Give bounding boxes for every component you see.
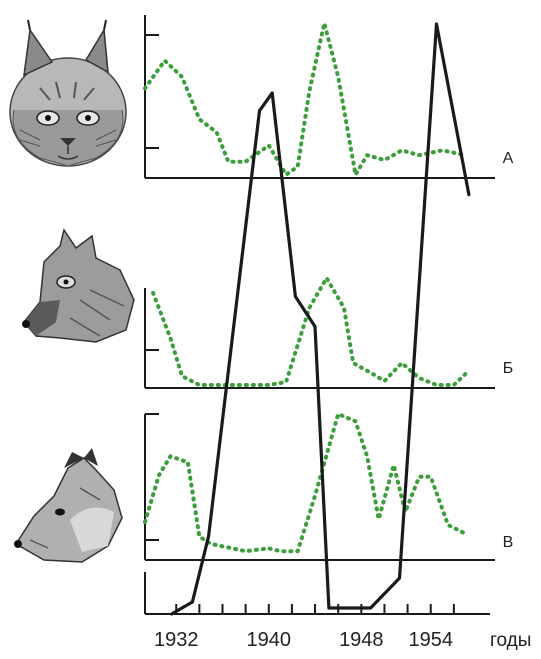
x-tick-label: 1932 <box>154 629 199 651</box>
x-axis-unit-label: годы <box>490 630 531 651</box>
wolf-icon <box>22 228 135 343</box>
marten-icon <box>14 448 123 563</box>
lynx-icon <box>9 19 127 167</box>
panel-3-dotted-series <box>143 412 468 554</box>
panel-2-label: Б <box>503 360 514 377</box>
x-tick-label: 1948 <box>339 629 384 651</box>
panel-2-dotted-series <box>151 276 468 387</box>
x-tick-label: 1954 <box>408 629 453 651</box>
solid-series-line <box>170 22 471 616</box>
panel-3-label: В <box>503 534 514 551</box>
dotted-series-layer <box>143 21 468 554</box>
solid-series-layer <box>170 22 471 616</box>
x-tick-label: 1940 <box>247 629 292 651</box>
labels-layer: А Б В 1932 1940 1948 1954 годы <box>154 150 531 651</box>
panel-1-dotted-series <box>143 21 468 177</box>
panel-1-label: А <box>503 150 514 167</box>
